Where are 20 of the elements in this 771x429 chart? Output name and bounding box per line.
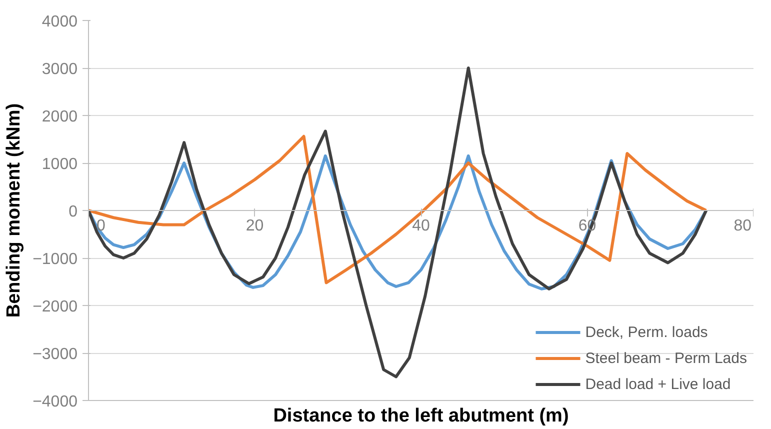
x-tick-label: 0 <box>96 218 106 234</box>
x-tick-label: 40 <box>412 218 430 234</box>
line-series <box>88 134 708 284</box>
y-tick-label: 3000 <box>42 61 78 78</box>
y-tick-label: −1000 <box>32 251 78 268</box>
y-tick-label: −3000 <box>32 346 78 363</box>
legend-label: Dead load + Live load <box>585 376 731 392</box>
x-axis-title: Distance to the left abutment (m) <box>273 406 569 426</box>
y-tick-label: 1000 <box>42 156 78 173</box>
x-tick-label: 20 <box>246 218 264 234</box>
y-axis-title: Bending moment (kNm) <box>4 103 25 318</box>
y-tick-label: −2000 <box>32 298 78 316</box>
line-series <box>88 66 708 378</box>
y-tick-label: 4000 <box>42 14 78 30</box>
y-tick-label: 0 <box>68 204 78 220</box>
y-tick-label: −4000 <box>32 394 78 410</box>
legend-label: Steel beam - Perm Lads <box>585 350 747 366</box>
y-tick-label: 2000 <box>42 108 78 126</box>
legend-label: Deck, Perm. loads <box>585 324 708 340</box>
x-tick-label: 80 <box>734 218 752 234</box>
